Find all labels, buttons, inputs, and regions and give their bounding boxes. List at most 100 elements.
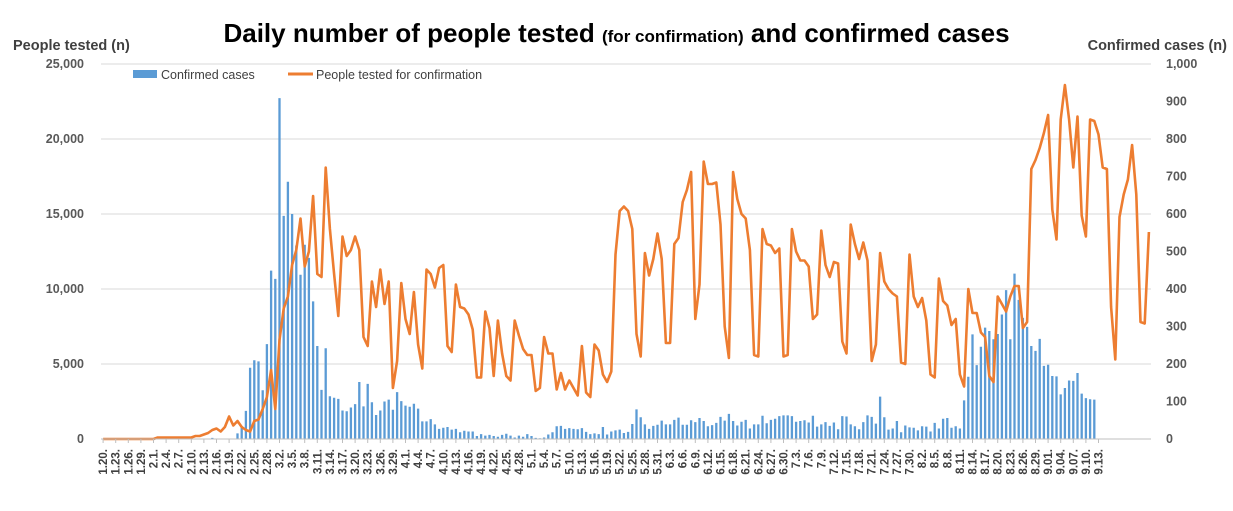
y-left-tick-label: 10,000 [46,282,84,296]
confirmed-cases-bar [1030,346,1033,439]
confirmed-cases-bar [551,432,554,439]
confirmed-cases-bar [979,346,983,439]
x-tick-label: 3.17. [338,449,350,475]
confirmed-cases-bar [803,420,806,439]
confirmed-cases-bar [458,432,462,439]
x-tick-label: 8.2. [917,449,929,468]
confirmed-cases-bar [211,437,214,439]
x-tick-label: 2.10. [186,449,198,475]
confirmed-cases-bar [257,361,260,439]
x-tick-label: 6.12. [703,449,715,475]
confirmed-cases-bar [450,429,453,439]
confirmed-cases-bar [580,428,584,439]
confirmed-cases-bar [597,434,600,439]
confirmed-cases-bar [391,409,395,439]
x-tick-label: 3.2. [275,449,287,468]
x-tick-label: 6.18. [728,449,740,475]
confirmed-cases-bar [660,420,663,439]
confirmed-cases-bar [610,431,613,439]
confirmed-cases-bar [1088,399,1092,439]
confirmed-cases-bar [395,392,399,439]
chart-title: Daily number of people tested (for confi… [223,18,1010,48]
confirmed-cases-bar [807,422,810,439]
confirmed-cases-bar [358,382,361,439]
confirmed-cases-bar [437,428,441,439]
confirmed-cases-bar [568,428,571,439]
y-right-tick-label: 500 [1166,245,1187,259]
confirmed-cases-bar [736,425,739,439]
confirmed-cases-bar [383,401,386,439]
x-tick-label: 3.11. [312,449,324,474]
confirmed-cases-bar [748,428,752,439]
x-tick-label: 2.28. [262,449,274,475]
x-tick-label: 6.24. [753,449,765,475]
confirmed-cases-bar [324,348,327,439]
confirmed-cases-bar [366,383,369,439]
confirmed-cases-bar [421,421,424,439]
confirmed-cases-bar [1046,364,1050,439]
confirmed-cases-bar [488,434,491,439]
confirmed-cases-bar [387,399,390,439]
confirmed-cases-bar [836,429,840,439]
x-tick-label: 3.14. [325,449,337,475]
confirmed-cases-bar [904,425,907,439]
confirmed-cases-bar [908,427,911,439]
confirmed-cases-bar [1080,393,1083,439]
x-tick-label: 6.3. [665,449,677,468]
x-tick-label: 7.15. [842,449,854,475]
confirmed-cases-bar [1025,326,1029,439]
confirmed-cases-bar [996,334,999,439]
x-tick-label: 4.13. [451,449,463,475]
x-tick-label: 8.8. [942,449,954,468]
confirmed-cases-bar [941,418,945,439]
confirmed-cases-bar [584,431,588,439]
x-tick-label: 1.23. [111,449,123,475]
x-tick-label: 8.23. [1005,449,1017,475]
confirmed-cases-bar [769,419,773,439]
confirmed-cases-bar [622,433,626,439]
x-tick-label: 4.4. [413,449,425,468]
confirmed-cases-bar [379,410,382,439]
confirmed-cases-bar [992,339,995,439]
confirmed-cases-bar [307,257,311,439]
confirmed-cases-bar [345,411,348,439]
x-tick-label: 5.1. [527,449,539,468]
y-right-tick-label: 300 [1166,320,1187,334]
confirmed-cases-bar [555,426,558,439]
confirmed-cases-bar [925,426,928,439]
confirmed-cases-bar [454,428,458,439]
confirmed-cases-bar [1000,314,1004,439]
confirmed-cases-bar [656,424,659,439]
confirmed-cases-bar [731,421,735,439]
x-tick-label: 9.10. [1081,449,1093,475]
y-right-tick-label: 800 [1166,132,1187,146]
x-tick-label: 5.13. [577,449,589,475]
legend-label-people-tested: People tested for confirmation [316,68,482,82]
confirmed-cases-bar [849,424,852,439]
axes: 0 5,000 10,000 15,000 20,000 25,000 0 100 200 300… [46,57,1198,475]
x-tick-label: 2.22. [237,449,249,475]
confirmed-cases-bar [463,430,466,439]
x-tick-label: 7.12. [829,449,841,475]
confirmed-cases-bar [689,420,693,439]
confirmed-cases-bar [526,434,529,439]
confirmed-cases-bar [513,437,516,439]
y-axis-left-title: People tested (n) [13,38,130,54]
confirmed-cases-bar [534,437,537,439]
people-tested-series-line [103,83,1151,441]
confirmed-cases-bar [983,327,987,439]
confirmed-cases-bar [702,421,705,439]
confirmed-cases-bar [723,420,726,439]
confirmed-cases-bar [1076,373,1079,439]
x-tick-label: 7.30. [905,449,917,475]
confirmed-cases-bar [853,426,857,439]
x-tick-label: 3.26. [375,449,387,475]
x-tick-label: 5.7. [552,449,564,468]
confirmed-cases-bar [933,422,936,439]
x-tick-label: 4.19. [476,449,488,475]
confirmed-cases-bar [1013,273,1016,439]
confirmed-cases-bar [1034,350,1037,439]
confirmed-cases-bar [710,425,714,439]
y-right-tick-label: 0 [1166,432,1173,446]
confirmed-cases-bar [328,396,332,439]
